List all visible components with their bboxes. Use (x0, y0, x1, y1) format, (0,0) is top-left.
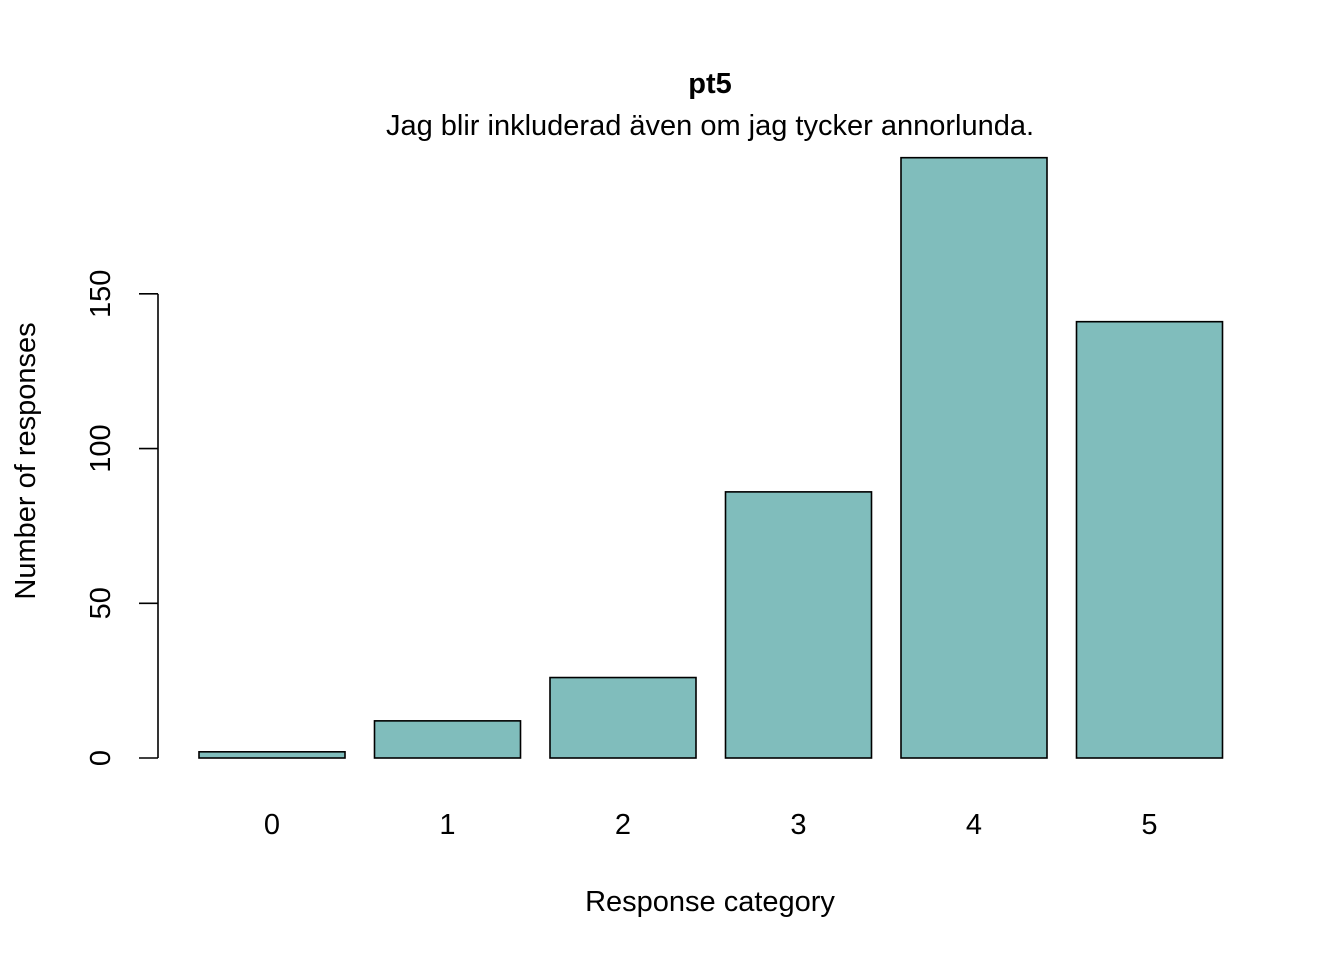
bar-category-1 (373, 720, 522, 759)
x-axis-tick-labels: 0 1 2 3 4 5 (264, 809, 1158, 841)
y-tick-label: 150 (85, 270, 117, 318)
y-tick-label: 0 (85, 750, 117, 766)
bars-group (198, 156, 1224, 759)
y-axis-label: Number of responses (10, 322, 42, 599)
bar-category-4 (900, 156, 1048, 759)
x-tick-label: 3 (790, 809, 806, 841)
bar-category-3 (724, 491, 873, 759)
x-tick-label: 4 (966, 809, 982, 841)
x-tick-label: 5 (1141, 809, 1157, 841)
chart-subtitle: Jag blir inkluderad även om jag tycker a… (386, 110, 1034, 142)
x-axis-label: Response category (585, 886, 835, 918)
bar-category-2 (549, 676, 697, 759)
y-tick-label: 50 (85, 587, 117, 619)
bar-category-0 (198, 751, 346, 759)
y-axis: 0 50 100 150 (85, 270, 159, 766)
x-tick-label: 1 (439, 809, 455, 841)
bar-category-5 (1075, 320, 1224, 759)
y-tick-label: 100 (85, 424, 117, 472)
x-tick-label: 2 (615, 809, 631, 841)
chart-title: pt5 (688, 68, 732, 100)
x-tick-label: 0 (264, 809, 280, 841)
